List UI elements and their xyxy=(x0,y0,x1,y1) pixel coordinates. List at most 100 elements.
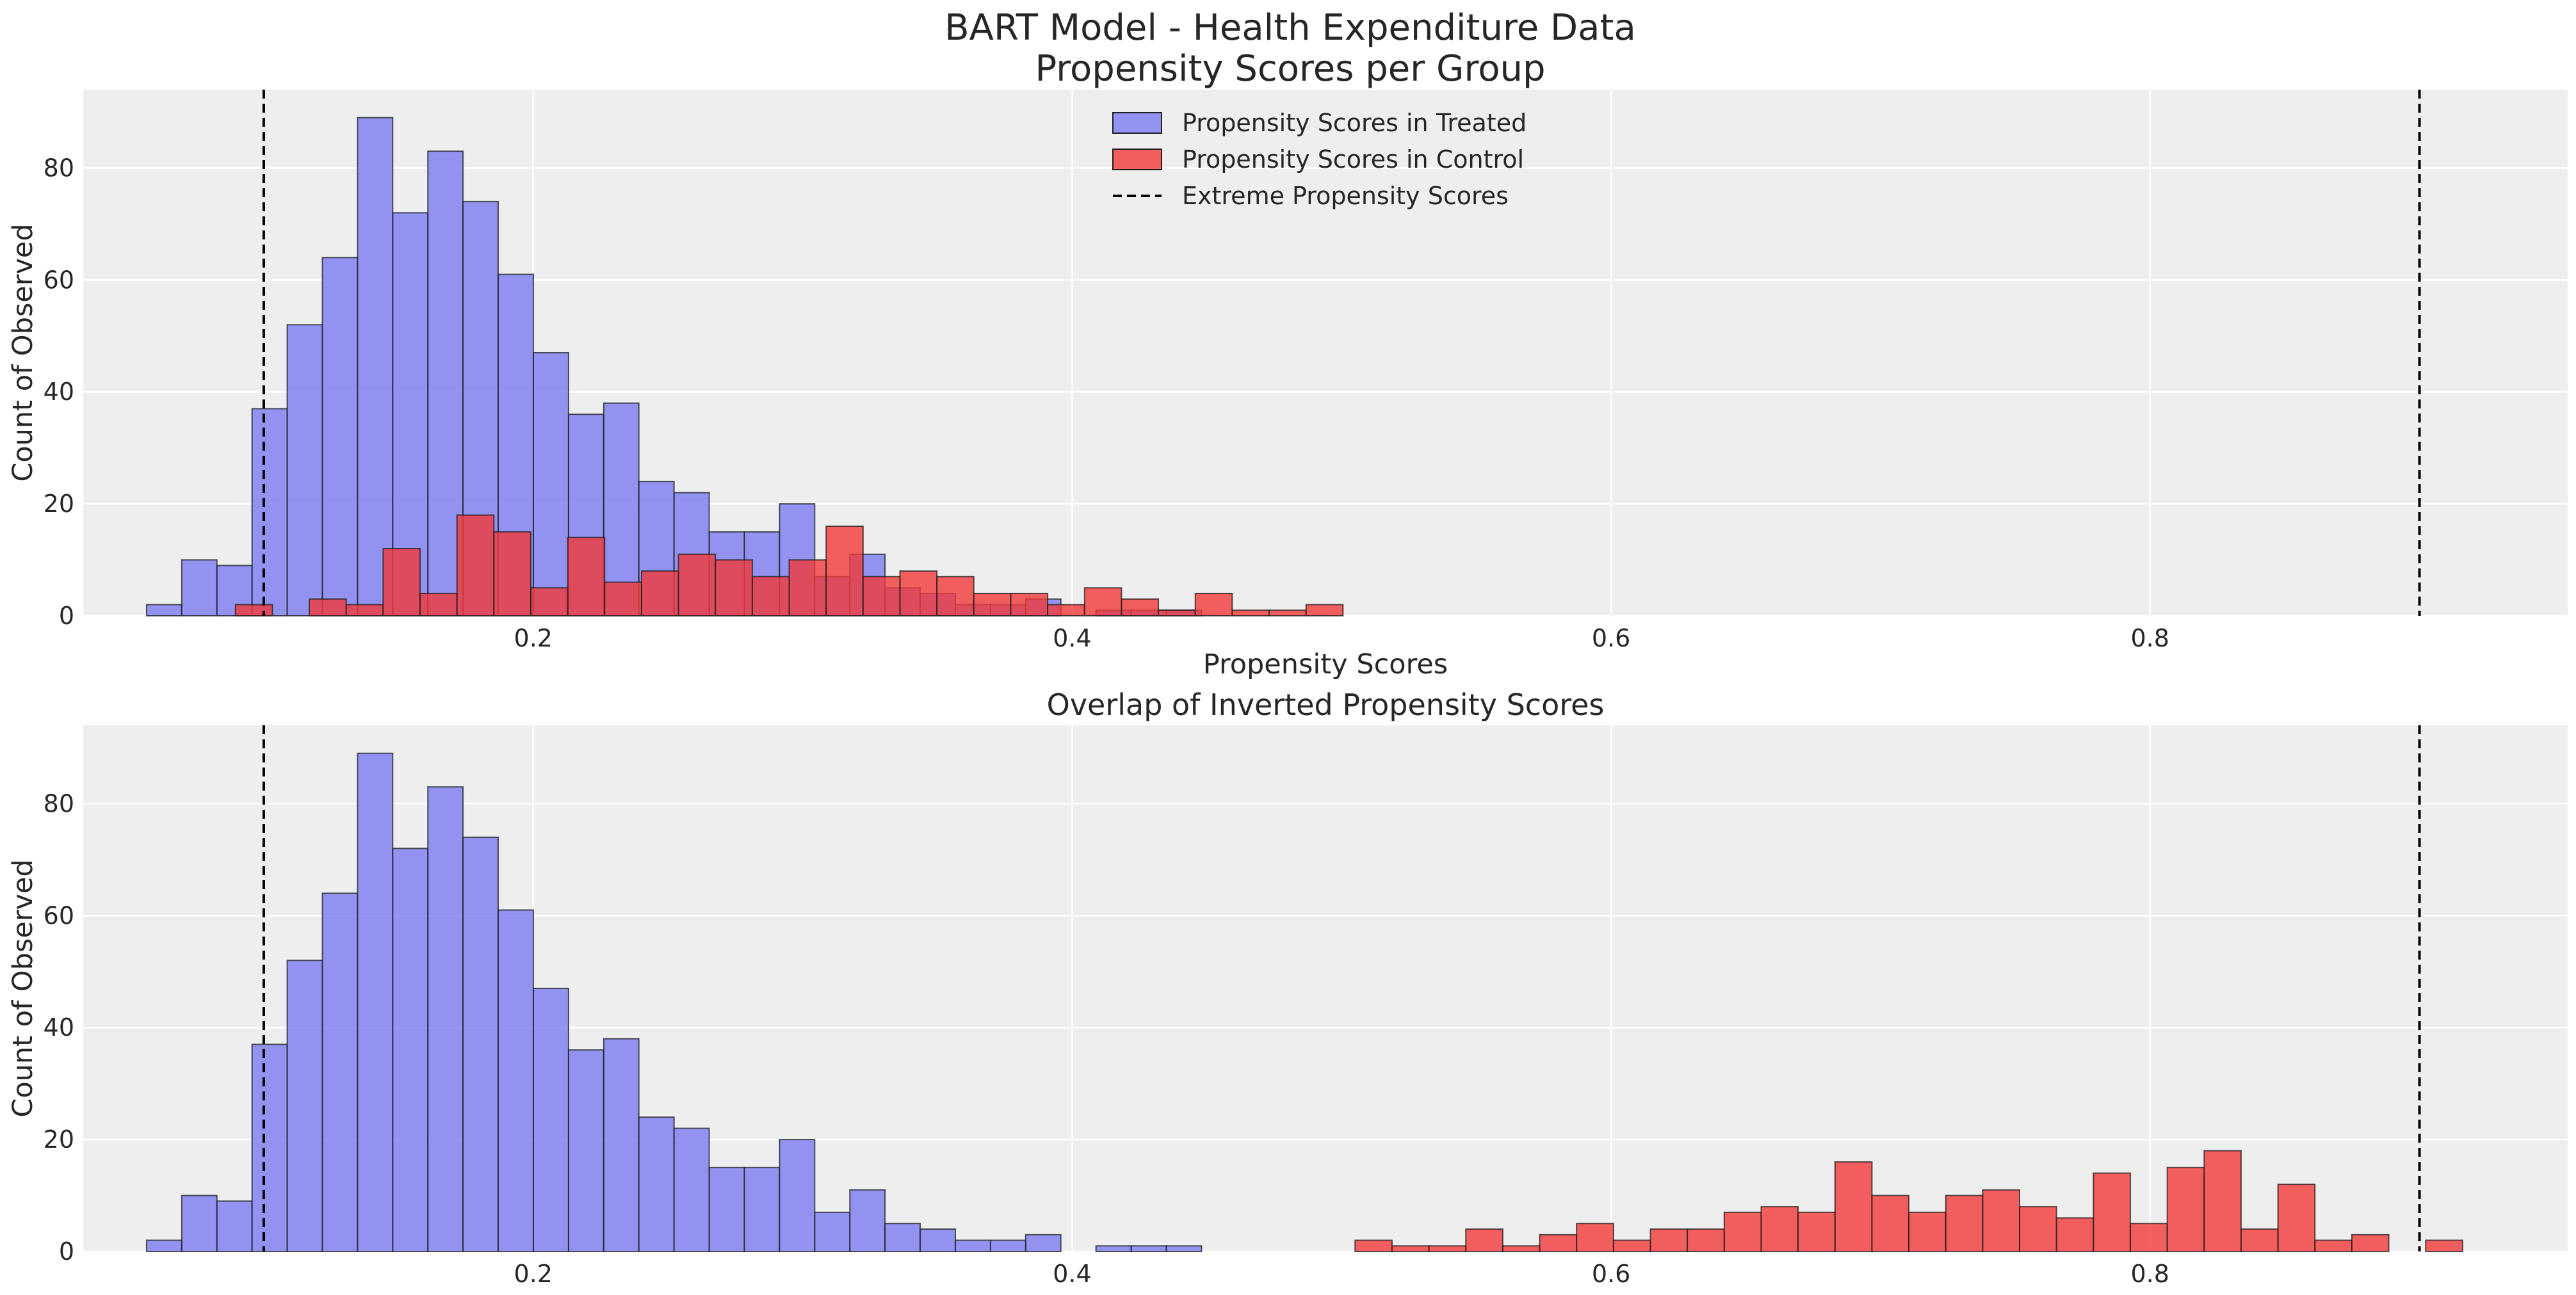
bottom-bar-control xyxy=(2093,1172,2132,1252)
top-x-tick-labels: 0.2 0.4 0.6 0.8 xyxy=(514,624,2169,652)
bottom-y-tick-label: 0 xyxy=(59,1237,74,1266)
bottom-bar-treated xyxy=(567,1049,604,1253)
top-y-tick-label: 20 xyxy=(44,490,74,518)
bottom-bar-control xyxy=(1502,1245,1541,1253)
bottom-bar-control xyxy=(2019,1206,2057,1253)
bottom-bar-control xyxy=(2203,1150,2242,1252)
top-bar-control xyxy=(604,581,642,617)
top-y-tick-label: 40 xyxy=(44,378,74,406)
top-bar-control xyxy=(1305,604,1344,616)
bottom-histogram-bars xyxy=(145,752,2463,1253)
top-bar-control xyxy=(1083,587,1122,617)
bottom-bar-control xyxy=(1871,1194,1910,1253)
bottom-bar-treated xyxy=(321,892,359,1252)
top-bar-treated xyxy=(532,352,569,616)
top-y-tick-label: 60 xyxy=(44,266,74,294)
top-y-axis-label: Count of Observed xyxy=(7,223,39,481)
bottom-bar-treated xyxy=(1025,1234,1062,1253)
top-bar-treated xyxy=(181,559,218,616)
top-bar-control xyxy=(1121,598,1160,616)
bottom-bar-control xyxy=(1797,1211,1836,1252)
bottom-bar-control xyxy=(1834,1161,1873,1252)
top-bar-control xyxy=(1231,609,1270,616)
bottom-bar-treated xyxy=(814,1211,851,1252)
bottom-bar-treated xyxy=(708,1166,745,1253)
bottom-y-axis-label: Count of Observed xyxy=(7,859,39,1117)
top-bar-control xyxy=(973,593,1012,617)
top-bar-control xyxy=(899,570,938,616)
bottom-bar-treated xyxy=(884,1223,921,1253)
top-x-tick-label: 0.8 xyxy=(2131,624,2169,652)
bottom-bar-control xyxy=(2240,1228,2279,1252)
top-bar-control xyxy=(382,548,421,617)
bottom-x-tick-label: 0.4 xyxy=(1053,1260,1091,1288)
bottom-bar-treated xyxy=(989,1239,1026,1252)
bottom-bar-treated xyxy=(357,752,394,1252)
top-bar-control xyxy=(936,575,975,616)
bottom-bar-control xyxy=(1428,1245,1467,1253)
bottom-bar-treated xyxy=(532,988,569,1252)
legend-swatch-treated xyxy=(1112,112,1162,134)
top-bar-control xyxy=(456,514,495,617)
bottom-bar-control xyxy=(2166,1166,2205,1253)
bottom-bar-control xyxy=(1908,1211,1947,1252)
bottom-bar-control xyxy=(2351,1234,2390,1253)
legend-label-control: Propensity Scores in Control xyxy=(1182,145,1524,173)
top-bar-treated xyxy=(321,257,359,616)
bottom-y-tick-label: 20 xyxy=(44,1125,74,1154)
bottom-bar-control xyxy=(2055,1217,2094,1252)
bottom-extreme-lines xyxy=(262,725,2421,1251)
bottom-histogram-panel: Overlap of Inverted Propensity Scores 0.… xyxy=(7,688,2568,1288)
bottom-bar-treated xyxy=(462,836,499,1253)
bottom-bar-treated xyxy=(638,1116,675,1253)
bottom-bar-treated xyxy=(498,909,534,1252)
bottom-chart-title: Overlap of Inverted Propensity Scores xyxy=(1047,688,1605,722)
top-bar-control xyxy=(1194,593,1233,617)
bottom-bar-treated xyxy=(1165,1245,1203,1253)
top-bar-control xyxy=(640,570,679,616)
top-y-tick-label: 0 xyxy=(59,602,74,630)
top-y-tick-label: 80 xyxy=(44,154,74,182)
bottom-bar-treated xyxy=(216,1200,253,1252)
bottom-bar-control xyxy=(1576,1223,1614,1253)
bottom-bar-control xyxy=(1649,1228,1689,1252)
top-bar-control xyxy=(419,593,458,617)
bottom-bar-treated xyxy=(779,1139,816,1252)
bottom-bar-treated xyxy=(673,1127,710,1253)
bottom-bar-control xyxy=(2277,1184,2316,1253)
bottom-bar-treated xyxy=(603,1038,640,1253)
bottom-bar-treated xyxy=(954,1239,991,1252)
top-extreme-lines xyxy=(262,90,2421,616)
bottom-bar-control xyxy=(1354,1239,1393,1252)
bottom-bar-treated xyxy=(145,1239,182,1252)
top-bar-treated xyxy=(145,604,182,616)
top-x-tick-label: 0.2 xyxy=(514,624,553,652)
bottom-y-tick-labels: 0 20 40 60 80 xyxy=(44,789,74,1266)
bottom-y-tick-label: 80 xyxy=(44,789,74,817)
bottom-bar-control xyxy=(2425,1239,2463,1252)
bottom-bar-control xyxy=(2130,1223,2168,1253)
bottom-bar-control xyxy=(1539,1234,1578,1253)
legend-item-treated: Propensity Scores in Treated xyxy=(1112,109,1527,137)
top-bar-treated xyxy=(357,117,394,617)
bottom-bar-treated xyxy=(392,848,429,1252)
top-bar-control xyxy=(1158,609,1196,616)
top-bar-control xyxy=(677,553,717,617)
top-bar-control xyxy=(862,575,901,616)
top-bar-control xyxy=(788,559,827,616)
bottom-bar-treated xyxy=(427,786,464,1253)
bottom-x-tick-label: 0.8 xyxy=(2131,1260,2169,1288)
bottom-bar-control xyxy=(1687,1228,1725,1252)
top-bar-control xyxy=(530,587,569,617)
bottom-bar-control xyxy=(1760,1206,1799,1253)
top-bar-control xyxy=(1268,609,1307,616)
legend-label-treated: Propensity Scores in Treated xyxy=(1182,109,1527,137)
bottom-bar-treated xyxy=(286,960,323,1253)
top-bar-control xyxy=(715,559,753,616)
legend-item-extreme: Extreme Propensity Scores xyxy=(1113,182,1509,210)
bottom-bar-treated xyxy=(251,1043,288,1252)
top-bar-treated xyxy=(286,324,323,616)
bottom-y-tick-label: 40 xyxy=(44,1013,74,1042)
bottom-bar-control xyxy=(1945,1194,1984,1253)
